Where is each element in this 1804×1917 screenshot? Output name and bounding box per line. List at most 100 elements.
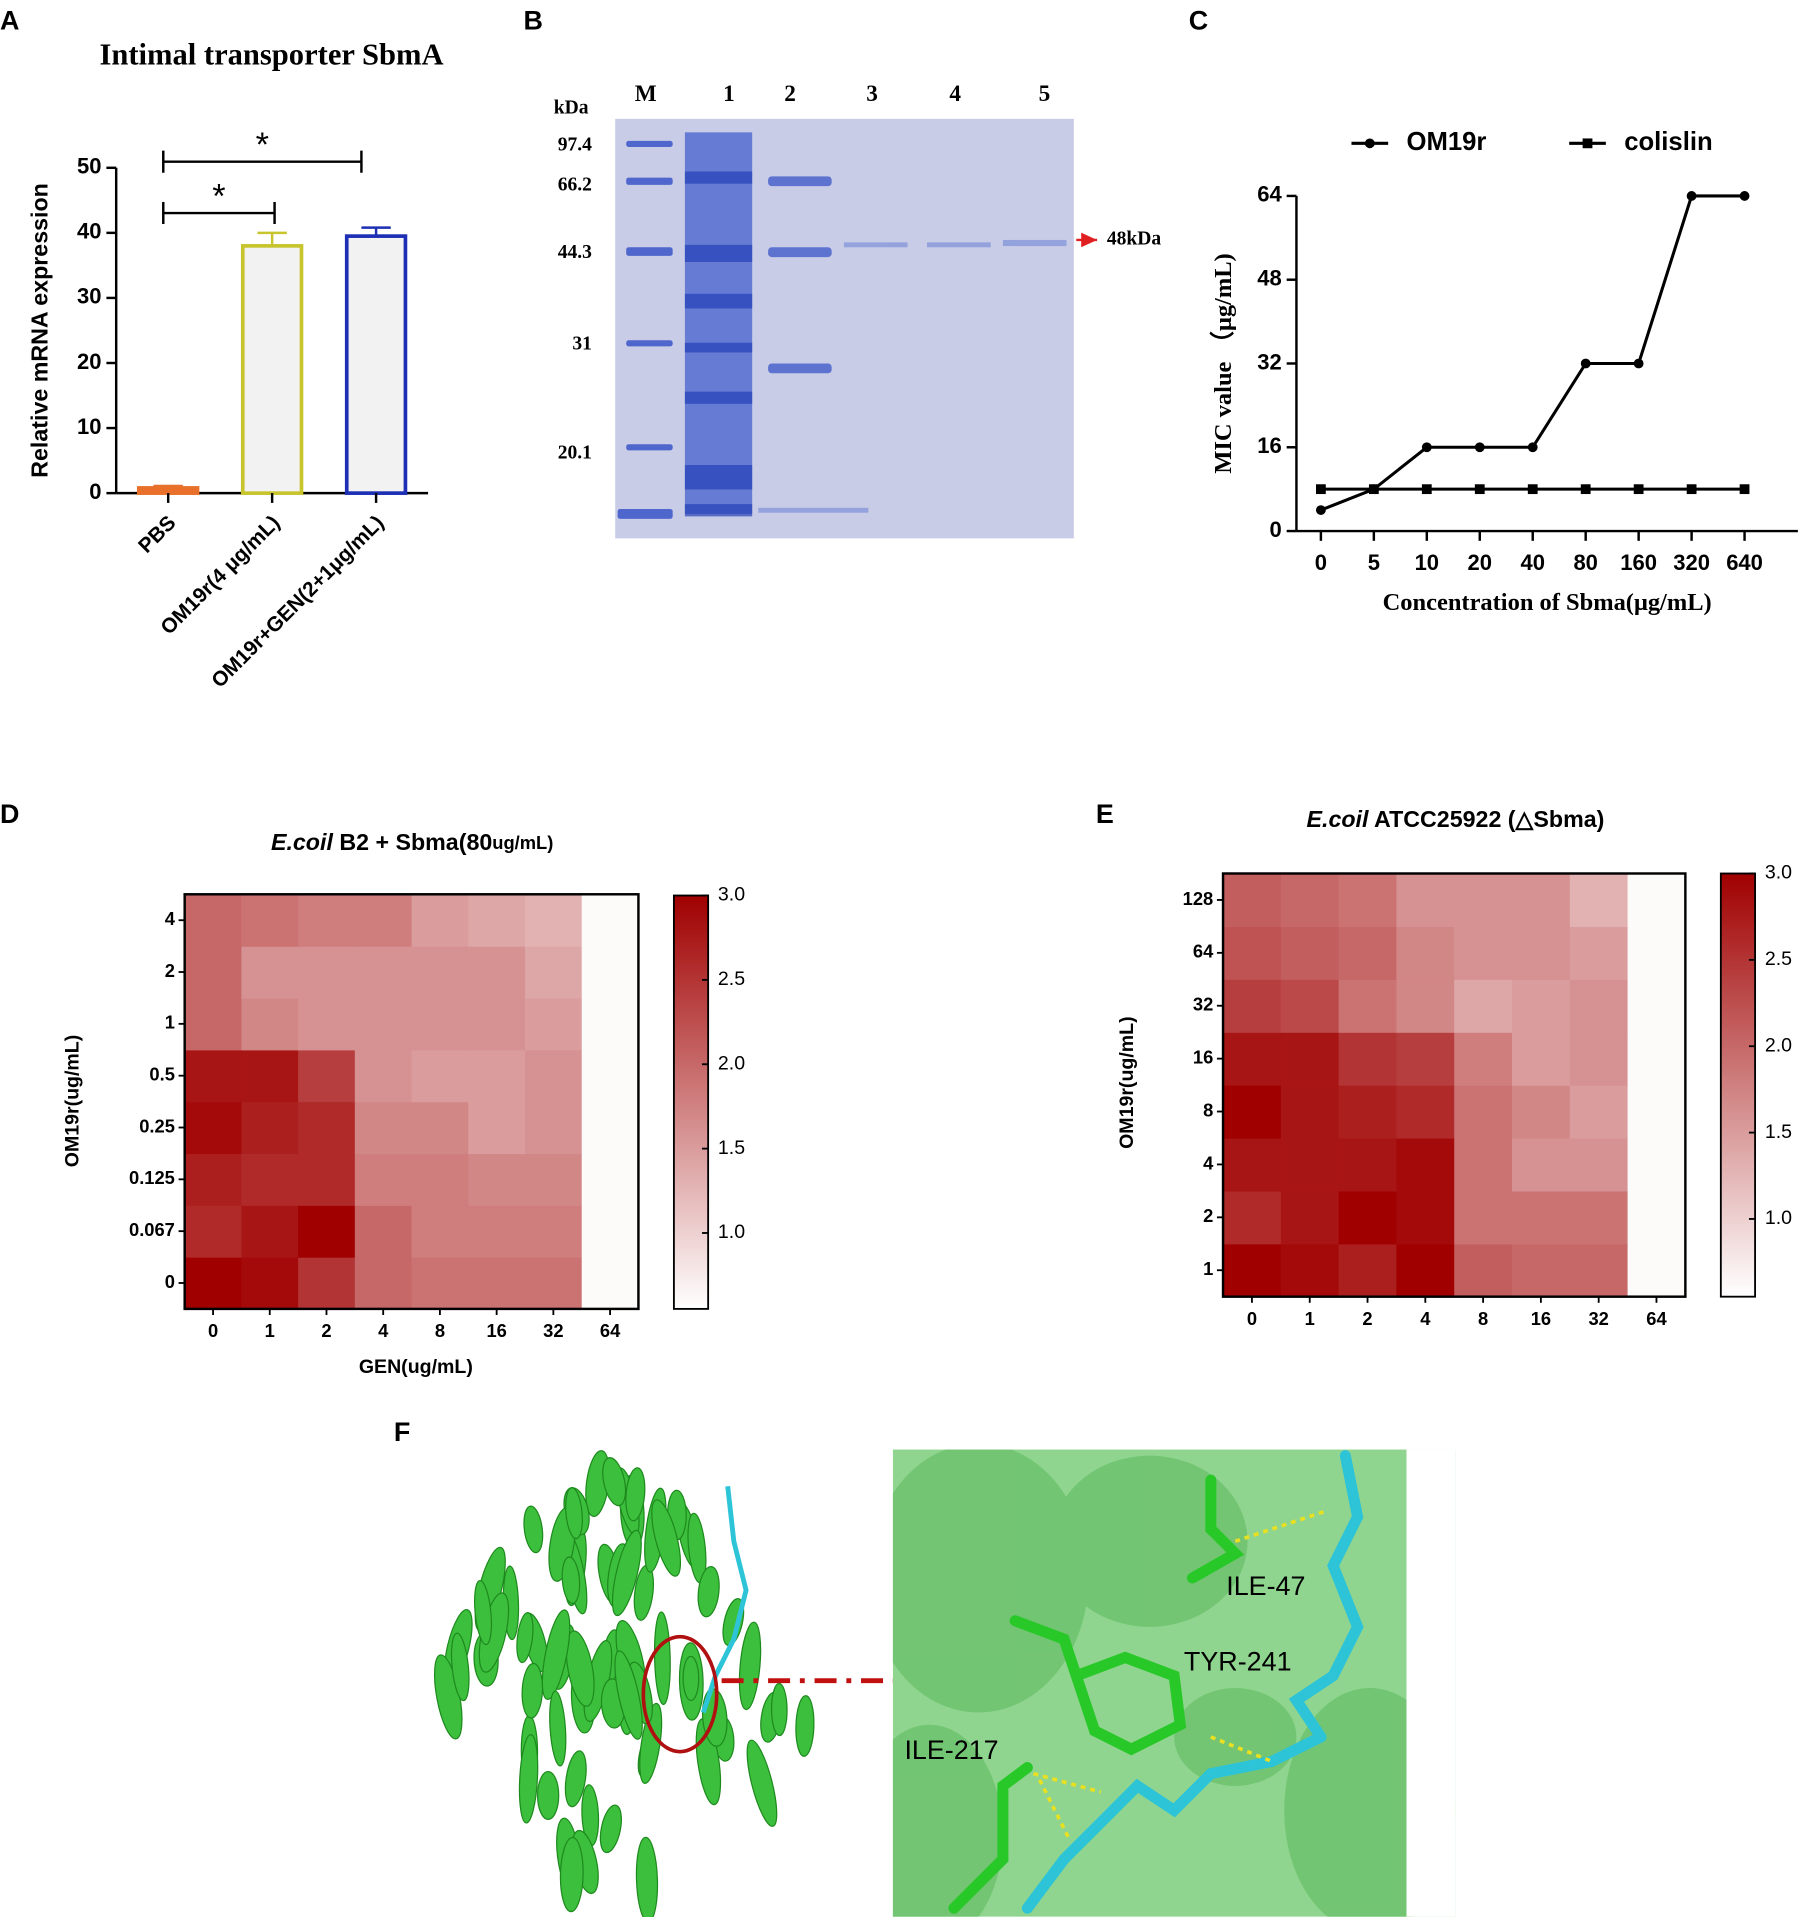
heatmap-cell xyxy=(1396,1243,1455,1298)
marker xyxy=(1421,442,1432,453)
y-tick-label: 64 xyxy=(1257,182,1282,207)
helix xyxy=(653,1611,671,1706)
y-tick-label: 4 xyxy=(1203,1152,1214,1173)
heatmap-cell xyxy=(1223,1190,1282,1245)
heatmap-cell xyxy=(354,997,413,1051)
heatmap-cell xyxy=(298,1257,356,1310)
heatmap-cell xyxy=(298,1049,356,1103)
heatmap-cell xyxy=(1338,873,1398,928)
x-tick-label: 0 xyxy=(1315,550,1327,575)
helix xyxy=(602,1457,627,1507)
plot-frame xyxy=(183,893,640,1311)
y-tick-label: 0 xyxy=(165,1271,175,1292)
heatmap-cell xyxy=(1454,1137,1513,1192)
panel-label: E xyxy=(1096,799,1114,829)
x-tick-label: 8 xyxy=(1478,1308,1488,1329)
heatmap-cell xyxy=(1511,1137,1571,1192)
colorbar-tick-label: 3.0 xyxy=(718,884,745,906)
colorbar-tick-label: 1.0 xyxy=(718,1221,745,1243)
heatmap-cell xyxy=(468,1101,526,1155)
heatmap-cell xyxy=(1627,873,1686,928)
residue-label: ILE-47 xyxy=(1226,1571,1305,1601)
heatmap-cell xyxy=(1511,1190,1571,1245)
helix xyxy=(523,1505,544,1554)
heatmap-cell xyxy=(1223,1085,1282,1139)
y-tick-label: 50 xyxy=(77,154,101,179)
y-tick-label: 48 xyxy=(1257,266,1281,291)
heatmap-cell xyxy=(524,1153,583,1206)
heatmap-cell xyxy=(1396,1032,1455,1086)
heatmap-cell xyxy=(581,946,640,999)
heatmap-cell xyxy=(411,1153,469,1206)
marker xyxy=(1316,484,1326,495)
heatmap-cell xyxy=(411,1257,469,1310)
x-tick-label: 16 xyxy=(486,1320,506,1341)
helix xyxy=(599,1804,622,1854)
heatmap-cell xyxy=(1223,926,1282,980)
heatmap-cell xyxy=(241,1205,299,1258)
marker xyxy=(1474,484,1485,495)
y-tick-label: 2 xyxy=(165,960,175,981)
significance-bracket xyxy=(162,202,276,225)
heatmap-cell xyxy=(1454,1032,1513,1086)
heatmap-cell xyxy=(298,894,356,947)
heatmap-cell xyxy=(1569,926,1629,980)
heatmap-cell xyxy=(1338,979,1398,1033)
marker-label: 31 xyxy=(572,334,592,355)
heatmap-cell xyxy=(1511,926,1571,980)
y-tick-label: 16 xyxy=(1193,1046,1213,1067)
heatmap-cell xyxy=(581,1205,640,1258)
protein-structure xyxy=(433,1450,815,1917)
x-axis-label: GEN(ug/mL) xyxy=(359,1356,473,1378)
x-tick-label: 8 xyxy=(435,1320,445,1341)
helix xyxy=(614,1650,643,1740)
marker xyxy=(1686,484,1697,495)
heatmap-cell xyxy=(241,1101,299,1155)
significance-bracket xyxy=(162,150,363,173)
legend-marker xyxy=(1364,138,1375,149)
heatmap-cell xyxy=(1511,1243,1571,1298)
helix xyxy=(521,1662,544,1719)
heatmap-cell xyxy=(1280,1243,1340,1298)
helix xyxy=(738,1621,762,1711)
heatmap-cell xyxy=(1627,1137,1686,1192)
bar xyxy=(240,244,304,495)
helix xyxy=(635,1836,659,1917)
heatmap-cell xyxy=(411,1205,469,1258)
heatmap-cell xyxy=(581,1153,640,1206)
colorbar-tick-label: 1.5 xyxy=(1765,1121,1792,1143)
x-tick-label: 64 xyxy=(1646,1308,1667,1329)
annotation: * xyxy=(256,126,269,164)
heatmap-cell xyxy=(468,1153,526,1206)
heatmap-cell xyxy=(354,1257,413,1310)
heatmap-cell xyxy=(184,946,243,999)
x-axis-label: Concentration of Sbma(μg/mL) xyxy=(1383,589,1712,616)
plot-frame xyxy=(1221,872,1687,1298)
helix xyxy=(697,1565,720,1618)
heatmap-cell xyxy=(1627,926,1686,980)
helix xyxy=(746,1739,778,1827)
helix xyxy=(541,1609,571,1700)
series-line xyxy=(1320,194,1745,512)
heatmap-cell xyxy=(468,997,526,1051)
heatmap-cell xyxy=(1396,1137,1455,1192)
marker xyxy=(1527,442,1538,453)
annotation: * xyxy=(212,177,225,215)
colorbar-tick-label: 2.0 xyxy=(1765,1034,1792,1056)
heatmap-cell xyxy=(298,946,356,999)
marker xyxy=(1633,484,1644,495)
residue-label: ILE-217 xyxy=(904,1735,998,1765)
heatmap-cell xyxy=(411,997,469,1051)
marker-label: 20.1 xyxy=(558,442,592,463)
title-part: E.coil xyxy=(271,829,333,855)
heatmap-cell xyxy=(411,1101,469,1155)
heatmap-cell xyxy=(1454,979,1513,1033)
binding-detail xyxy=(892,1449,1456,1917)
helix xyxy=(559,1836,584,1913)
title-part: ug/mL) xyxy=(492,832,553,853)
heatmap-cell xyxy=(184,997,243,1051)
heatmap-cell xyxy=(1454,1085,1513,1139)
x-tick-label: 2 xyxy=(1362,1308,1372,1329)
heatmap-cell xyxy=(1280,1190,1340,1245)
y-tick-label: 10 xyxy=(77,414,101,439)
